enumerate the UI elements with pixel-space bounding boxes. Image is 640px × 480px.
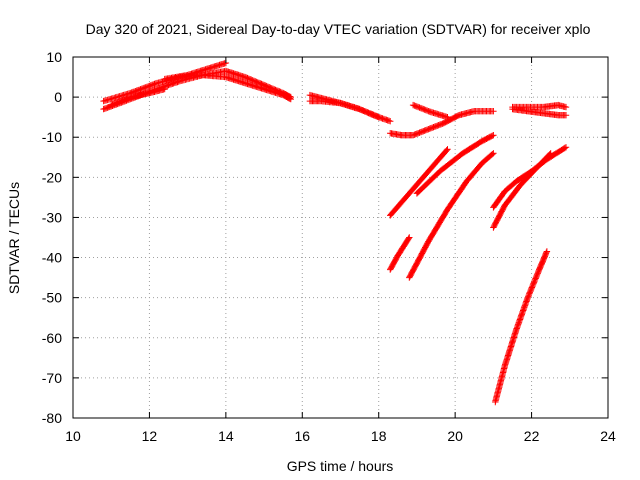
x-tick-label: 20	[447, 428, 463, 444]
y-tick-label: -50	[42, 290, 62, 306]
y-axis-label: SDTVAR / TECUs	[6, 182, 22, 294]
plot-frame	[72, 56, 609, 419]
x-tick-label: 10	[65, 428, 81, 444]
data-point-markers	[509, 101, 570, 111]
x-tick-label: 14	[218, 428, 234, 444]
data-point-markers	[387, 146, 451, 219]
data-series-arc-14	[406, 150, 497, 281]
data-series-arc-10	[509, 101, 570, 111]
y-tick-label: -10	[42, 129, 62, 145]
data-series-arc-8	[409, 101, 451, 121]
data-point-markers	[413, 132, 497, 197]
data-point-markers	[306, 97, 382, 121]
data-point-markers	[161, 59, 230, 83]
y-tick-label: -60	[42, 330, 62, 346]
data-series-arc-12	[413, 132, 497, 197]
data-point-markers	[387, 234, 413, 273]
y-tick-label: -70	[42, 370, 62, 386]
x-axis-label: GPS time / hours	[287, 458, 394, 474]
y-tick-label: 0	[54, 89, 62, 105]
data-point-markers	[406, 150, 497, 281]
chart-title: Day 320 of 2021, Sidereal Day-to-day VTE…	[86, 21, 591, 37]
y-tick-label: -40	[42, 250, 62, 266]
data-series-arc-17	[492, 248, 551, 406]
data-series-arc-13	[387, 234, 413, 273]
y-tick-label: -80	[42, 410, 62, 426]
data-point-markers	[108, 85, 168, 109]
x-tick-label: 24	[600, 428, 616, 444]
data-point-markers	[492, 248, 551, 406]
data-point-markers	[409, 101, 451, 121]
x-tick-label: 22	[524, 428, 540, 444]
data-series-arc-6	[306, 97, 382, 121]
x-tick-label: 16	[294, 428, 310, 444]
axis-ticks: 10 12 14 16 18 20 22 24 10 0 -10 -20 -30 -40 -50 -60 -70…	[42, 49, 616, 444]
data-series-arc-4	[161, 59, 230, 83]
y-tick-label: -30	[42, 209, 62, 225]
data-points	[100, 59, 570, 406]
data-series-arc-3	[108, 85, 168, 109]
data-series-arc-7	[387, 108, 497, 139]
y-tick-label: -20	[42, 169, 62, 185]
y-tick-label: 10	[46, 49, 62, 65]
x-tick-label: 12	[142, 428, 158, 444]
data-series-arc-16	[490, 150, 554, 231]
data-point-markers	[387, 108, 497, 139]
data-series-arc-11	[387, 146, 451, 219]
data-point-markers	[490, 150, 554, 231]
x-tick-label: 18	[371, 428, 387, 444]
